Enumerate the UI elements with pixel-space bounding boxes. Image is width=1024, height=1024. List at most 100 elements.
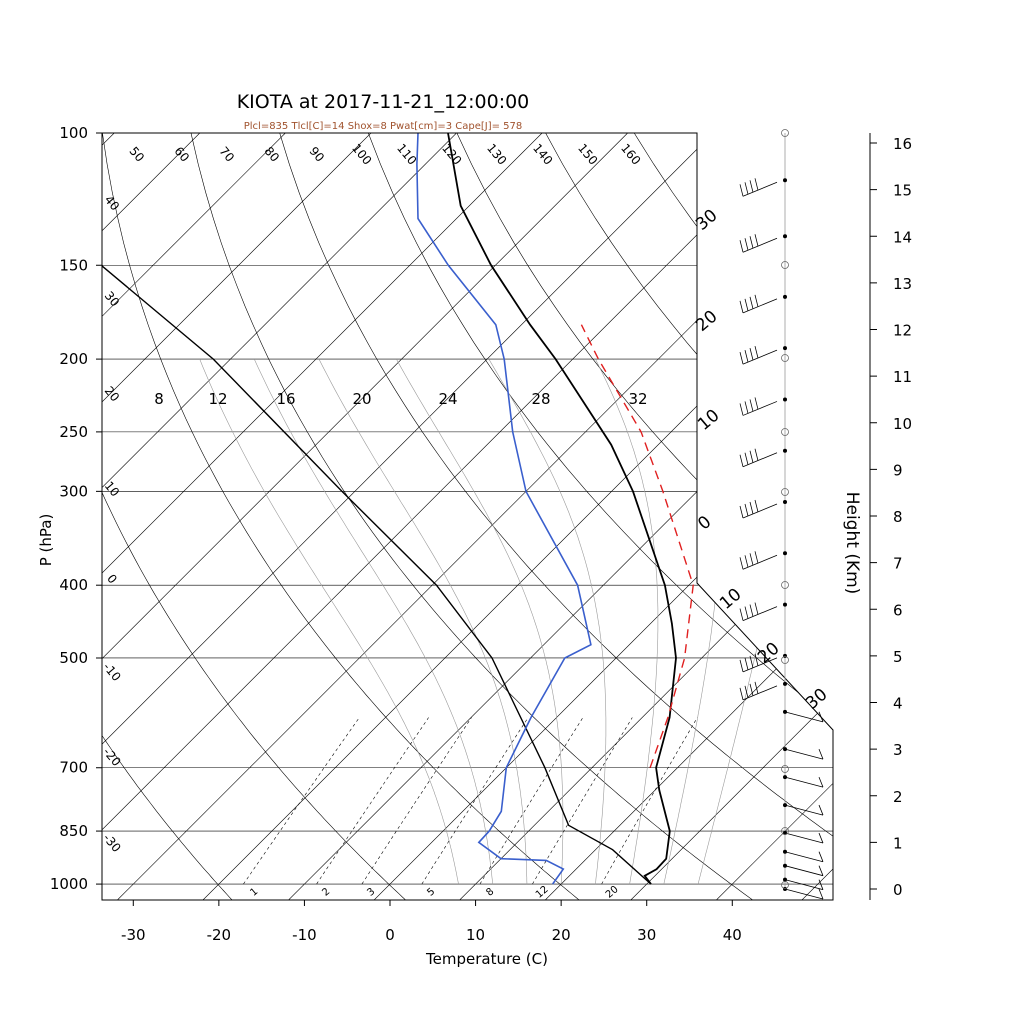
pressure-tick-label: 300 [59,482,88,500]
dry-adiabat-label: 110 [394,141,419,168]
chart-title: KIOTA at 2017-11-21_12:00:00 [237,91,530,113]
wind-barb-shaft [742,503,778,519]
wind-calm-circle [781,261,789,269]
mixing-ratio-label: 2 [320,886,332,899]
wind-barb-shaft [784,804,824,816]
wind-barb-shaft [784,776,824,788]
moist-adiabat-line [488,358,607,885]
isotherm-right-label: 20 [692,307,721,336]
wind-barb [739,178,778,197]
wind-barb-flag [818,711,824,722]
wind-barb-flag [818,832,824,844]
wind-barb-flag [754,602,759,615]
wind-barb [784,865,824,877]
mixing-ratio-label: 5 [425,886,437,899]
mixing-ratio-line [601,717,698,885]
wind-barb-flag [744,657,749,670]
wind-barb-flag [818,865,824,876]
wind-barb [784,832,824,844]
pressure-tick-label: 850 [59,822,88,840]
height-tick-label: 4 [893,695,903,713]
isotherm-right-label: 30 [802,685,831,714]
isotherm-left-label: -30 [100,831,123,855]
moist-adiabat-label: 20 [352,390,371,408]
moist-adiabat-line [595,358,659,885]
moist-adiabat-line [199,358,459,885]
wind-barb [739,499,778,519]
x-axis-label: Temperature (C) [425,950,548,968]
pressure-tick-label: 200 [59,350,88,368]
wind-barb-flag [749,236,754,249]
wind-barb-flag [739,659,744,672]
isotherm-line [288,133,833,900]
temperature-tick-label: -10 [292,926,317,944]
wind-barb [784,888,824,900]
wind-barb [739,602,778,621]
wind-level-dot [783,551,787,556]
mixing-ratio-label: 20 [604,884,621,901]
temperature-tick-label: 30 [637,926,656,944]
height-tick-label: 1 [893,834,903,852]
wind-barb-flag [739,403,744,416]
wind-barb-flag [744,555,749,568]
wind-barb-shaft [742,349,778,365]
height-tick-label: 14 [893,228,912,246]
mixing-ratio-label: 3 [365,886,377,899]
wind-barb [739,653,778,673]
wind-barb-flag [818,804,824,816]
height-tick-label: 10 [893,415,912,433]
temperature-tick-label: 10 [466,926,485,944]
moist-adiabat-label: 24 [438,390,457,408]
wind-level-dot [783,500,787,505]
wind-barb-flag [739,184,744,197]
height-tick-label: 2 [893,788,903,806]
parcel-path-line [102,133,652,885]
wind-barb [784,879,824,891]
wind-barb-flag [818,776,824,788]
height-tick-label: 11 [893,368,912,386]
dry-adiabat-label: 80 [261,144,282,165]
wind-calm-circle [781,765,789,773]
dry-adiabat-label: 140 [530,141,555,168]
wind-level-dot [783,448,787,453]
wind-barb [739,234,778,253]
wind-barb-flag [749,180,754,193]
height-tick-label: 9 [893,461,903,479]
dry-adiabat-line [102,133,580,900]
wind-calm-circle [781,881,789,889]
wind-barb-flag [749,683,754,696]
isotherm-left-label: 30 [102,289,123,310]
wind-level-dot [783,346,787,351]
moist-adiabat-label: 12 [208,390,227,408]
mixing-ratio-line [361,717,472,885]
wind-barb-flag [749,553,754,566]
moist-adiabat-label: 32 [628,390,647,408]
wind-barb [784,804,824,816]
isotherm-right-label: 20 [754,639,783,668]
moist-adiabat-line [396,358,564,885]
isotherm-right-label: 10 [716,585,745,614]
dry-adiabat-line [190,133,753,900]
wind-barb-flag [754,551,759,564]
isotherm-line [117,133,833,900]
wind-barb-shaft [742,554,778,570]
isotherm-left-label: -10 [100,660,123,684]
wind-calm-circle [781,428,789,436]
dry-adiabat-line [456,133,833,900]
wind-barb-flag [744,401,749,414]
wind-barb [784,776,824,788]
wind-barb-flag [754,448,759,461]
wind-barb-shaft [742,401,778,416]
wind-barb-flag [744,452,749,465]
wind-barb-flag [749,399,754,412]
dry-adiabat-line [900,133,1024,900]
height-tick-label: 8 [893,508,903,526]
wind-barb-flag [739,557,744,570]
wind-barb-flag [744,350,749,363]
wind-barb-shaft [784,711,824,723]
isotherm-line [630,133,833,900]
pressure-tick-label: 150 [59,256,88,274]
dry-adiabat-label: 160 [618,141,643,168]
dry-adiabat-line [102,133,233,900]
